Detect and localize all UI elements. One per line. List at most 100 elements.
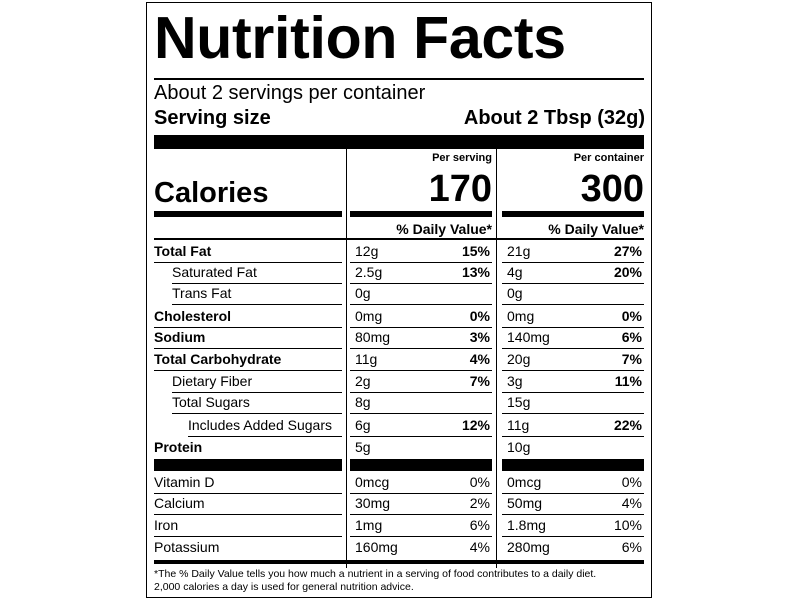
serving-amount: 5g [355, 439, 371, 455]
row-divider [502, 536, 644, 537]
serving-dv: 4% [469, 539, 490, 555]
serving-thick-rule [154, 135, 644, 149]
serving-dv: 12% [461, 417, 490, 433]
serving-dv: 6% [469, 517, 490, 533]
row-divider [502, 304, 644, 305]
container-dv: 6% [621, 539, 642, 555]
container-amount: 15g [507, 394, 531, 410]
nutrient-name: Saturated Fat [172, 264, 257, 280]
serving-amount: 160mg [355, 539, 398, 555]
container-dv: 0% [621, 474, 642, 490]
dv-header-container: % Daily Value* [548, 221, 644, 237]
container-amount: 21g [507, 243, 531, 259]
nutrient-name: Sodium [154, 329, 206, 345]
row-divider [502, 327, 644, 328]
serving-dv: 0% [469, 474, 490, 490]
footnote-rule [154, 560, 644, 564]
row-divider [350, 370, 492, 371]
vitamin-thick-rule-left [154, 459, 342, 471]
serving-dv: 7% [469, 373, 490, 389]
nutrient-name: Calcium [154, 495, 205, 511]
serving-amount: 8g [355, 394, 371, 410]
serving-amount: 30mg [355, 495, 391, 511]
row-divider [502, 514, 644, 515]
nutrient-name: Protein [154, 439, 203, 455]
row-divider [502, 493, 644, 494]
serving-size-label: Serving size [154, 107, 271, 129]
row-divider [350, 304, 492, 305]
row-divider [172, 413, 342, 414]
nutrient-name: Total Sugars [172, 394, 250, 410]
row-divider [350, 514, 492, 515]
calories-rule-left [154, 211, 342, 217]
serving-amount: 2.5g [355, 264, 383, 280]
container-dv: 4% [621, 495, 642, 511]
container-amount: 140mg [507, 329, 550, 345]
nutrient-name: Potassium [154, 539, 220, 555]
serving-amount: 2g [355, 373, 371, 389]
column-divider-serving [346, 149, 347, 568]
row-divider [154, 327, 342, 328]
row-divider [350, 413, 492, 414]
container-dv: 20% [613, 264, 642, 280]
vitamin-thick-rule-serving [350, 459, 492, 471]
row-divider [350, 536, 492, 537]
nutrient-name: Includes Added Sugars [188, 417, 332, 433]
footnote-line-1: *The % Daily Value tells you how much a … [154, 568, 597, 580]
nutrient-name: Iron [154, 517, 179, 533]
row-divider [502, 262, 644, 263]
per-serving-header: Per serving [432, 152, 492, 164]
serving-amount: 0mcg [355, 474, 390, 490]
container-dv: 27% [613, 243, 642, 259]
container-dv: 10% [613, 517, 642, 533]
serving-dv: 3% [469, 329, 490, 345]
container-dv: 0% [621, 308, 642, 324]
serving-amount: 6g [355, 417, 371, 433]
calories-rule-serving [350, 211, 492, 217]
calories-rule-container [502, 211, 644, 217]
row-divider [502, 370, 644, 371]
row-divider [154, 262, 342, 263]
nutrient-name: Dietary Fiber [172, 373, 253, 389]
container-amount: 50mg [507, 495, 543, 511]
row-divider [350, 262, 492, 263]
row-divider [350, 348, 492, 349]
serving-amount: 1mg [355, 517, 383, 533]
row-divider [350, 493, 492, 494]
row-divider [154, 493, 342, 494]
serving-amount: 12g [355, 243, 379, 259]
container-amount: 0mcg [507, 474, 542, 490]
container-amount: 1.8mg [507, 517, 546, 533]
row-divider [350, 283, 492, 284]
container-dv: 22% [613, 417, 642, 433]
container-amount: 4g [507, 264, 523, 280]
nutrient-name: Trans Fat [172, 285, 232, 301]
row-divider [502, 348, 644, 349]
row-divider [350, 392, 492, 393]
dv-header-rule [154, 238, 644, 240]
footnote-line-2: 2,000 calories a day is used for general… [154, 581, 414, 593]
container-amount: 10g [507, 439, 531, 455]
serving-amount: 80mg [355, 329, 391, 345]
row-divider [172, 392, 342, 393]
row-divider [188, 436, 342, 437]
row-divider [172, 304, 342, 305]
nutrient-name: Total Fat [154, 243, 212, 259]
container-amount: 20g [507, 351, 531, 367]
row-divider [502, 436, 644, 437]
row-divider [502, 283, 644, 284]
column-divider-container [496, 149, 497, 568]
label-title: Nutrition Facts [154, 5, 566, 71]
container-amount: 280mg [507, 539, 550, 555]
nutrition-label [146, 2, 652, 598]
nutrient-name: Total Carbohydrate [154, 351, 282, 367]
dv-header-serving: % Daily Value* [396, 221, 492, 237]
serving-dv: 15% [461, 243, 490, 259]
row-divider [154, 514, 342, 515]
calories-per-container: 300 [580, 168, 644, 210]
serving-size-value: About 2 Tbsp (32g) [463, 107, 645, 129]
container-amount: 11g [507, 417, 530, 433]
calories-per-serving: 170 [428, 168, 492, 210]
serving-dv: 4% [469, 351, 490, 367]
row-divider [350, 436, 492, 437]
